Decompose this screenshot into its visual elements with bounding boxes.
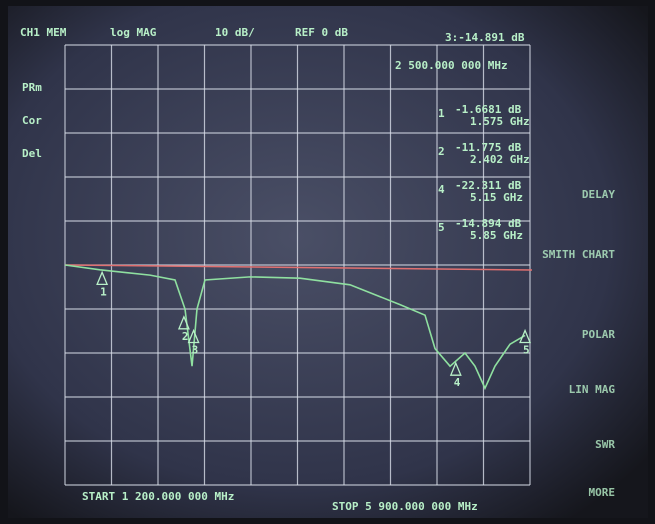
marker-list-freq: 1.575 GHz <box>470 115 530 128</box>
display <box>8 6 648 518</box>
side-label: PRm <box>22 81 42 94</box>
marker-label: 3 <box>192 344 199 357</box>
header-text: 10 dB/ <box>215 26 255 39</box>
softkey-label: LIN MAG <box>569 383 616 396</box>
marker-label: 4 <box>454 376 461 389</box>
softkey-label: SMITH CHART <box>542 248 615 261</box>
marker-list-value: -14.894 dB <box>455 217 522 230</box>
side-label: Del <box>22 147 42 160</box>
softkey-label: POLAR <box>582 328 615 341</box>
start-label: START 1 200.000 000 MHz <box>82 490 234 503</box>
stop-label: STOP 5 900.000 000 MHz <box>332 500 478 513</box>
header-text: REF 0 dB <box>295 26 348 39</box>
marker-list-label: 1 <box>438 107 445 120</box>
marker-list-label: 5 <box>438 221 445 234</box>
marker-list-value: -22.311 dB <box>455 179 522 192</box>
marker <box>96 270 109 285</box>
marker-list-label: 2 <box>438 145 445 158</box>
marker <box>519 328 532 344</box>
marker <box>177 315 190 330</box>
softkey-label: MORE <box>589 486 616 499</box>
header-text: CH1 MEM <box>20 26 67 39</box>
marker-list-value: -11.775 dB <box>455 141 522 154</box>
marker-label: 2 <box>182 330 189 343</box>
marker <box>187 328 200 344</box>
marker-list-label: 4 <box>438 183 445 196</box>
marker-list-freq: 5.15 GHz <box>470 191 523 204</box>
header-text: log MAG <box>110 26 157 39</box>
marker-label: 5 <box>523 344 530 357</box>
side-label: Cor <box>22 114 42 127</box>
marker <box>449 361 462 376</box>
softkey-label: DELAY <box>582 188 615 201</box>
marker-list-freq: 2.402 GHz <box>470 153 530 166</box>
active-marker-value: 3:-14.891 dB <box>445 31 525 44</box>
trace <box>64 264 526 391</box>
reference-line <box>64 264 533 271</box>
marker-list-value: -1.6681 dB <box>455 103 522 116</box>
marker-list-freq: 5.85 GHz <box>470 229 523 242</box>
marker-label: 1 <box>100 285 107 298</box>
softkey-label: SWR <box>595 438 615 451</box>
active-marker-freq: 2 500.000 000 MHz <box>395 59 508 72</box>
